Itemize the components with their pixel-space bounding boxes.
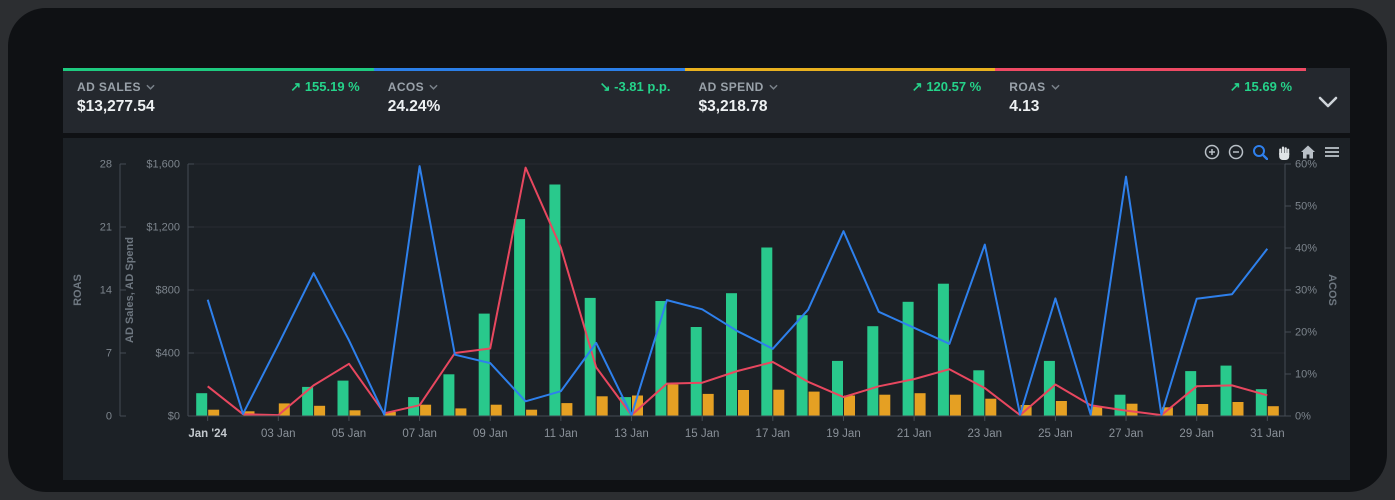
- svg-text:31 Jan: 31 Jan: [1250, 428, 1285, 440]
- roas-axis: 0 7 14 21 28 ROAS: [72, 159, 126, 423]
- zoom-out-icon[interactable]: [1227, 143, 1244, 160]
- kpi-value: 24.24%: [387, 98, 441, 115]
- trend-up-icon: ↗: [911, 79, 923, 94]
- chevron-down-icon[interactable]: [769, 84, 778, 90]
- ad-sales-bars: [196, 184, 1267, 416]
- kpi-value: 4.13: [1009, 98, 1040, 115]
- kpi-ad-sales[interactable]: AD SALES ↗ 155.19 % $13,277.54: [63, 68, 374, 133]
- kpi-label: ROAS: [1009, 80, 1046, 94]
- trend-up-icon: ↗: [290, 79, 302, 94]
- kpi-change: ↘ -3.81 p.p.: [599, 79, 671, 94]
- svg-text:$1,600: $1,600: [146, 159, 180, 171]
- home-icon[interactable]: [1299, 143, 1316, 160]
- svg-text:28: 28: [100, 159, 112, 171]
- kpi-change: ↗ 120.57 %: [911, 79, 982, 94]
- kpi-change: ↗ 15.69 %: [1229, 79, 1292, 94]
- svg-text:21: 21: [100, 222, 112, 234]
- svg-text:23 Jan: 23 Jan: [967, 428, 1002, 440]
- svg-text:11 Jan: 11 Jan: [544, 428, 578, 440]
- ad-spend-bars: [208, 384, 1279, 416]
- chart-toolbar: [1203, 143, 1340, 160]
- kpi-roas[interactable]: ROAS ↗ 15.69 % 4.13: [995, 68, 1306, 133]
- kpi-bar: AD SALES ↗ 155.19 % $13,277.54 ACOS ↘ -3…: [63, 68, 1350, 133]
- svg-text:ROAS: ROAS: [72, 274, 84, 306]
- chevron-down-icon[interactable]: [1050, 84, 1060, 90]
- trend-down-icon: ↘: [599, 79, 611, 94]
- kpi-value: $3,218.78: [698, 98, 768, 115]
- dashboard-card: AD SALES ↗ 155.19 % $13,277.54 ACOS ↘ -3…: [8, 8, 1387, 492]
- x-axis: Jan '24 03 Jan 05 Jan 07 Jan 09 Jan 11 Jan 13 …: [188, 415, 1285, 440]
- svg-text:30%: 30%: [1295, 285, 1317, 297]
- acos-line: [206, 165, 1269, 417]
- svg-text:7: 7: [106, 348, 112, 360]
- svg-text:0%: 0%: [1295, 411, 1311, 423]
- kpi-label: AD SALES: [77, 80, 141, 94]
- kpi-ad-spend[interactable]: AD SPEND ↗ 120.57 % $3,218.78: [684, 68, 996, 133]
- chevron-down-icon: [1318, 96, 1338, 108]
- svg-text:60%: 60%: [1295, 159, 1317, 171]
- svg-text:03 Jan: 03 Jan: [261, 428, 296, 440]
- expand-panel-button[interactable]: [1306, 68, 1350, 133]
- svg-text:27 Jan: 27 Jan: [1109, 428, 1144, 440]
- kpi-acos[interactable]: ACOS ↘ -3.81 p.p. 24.24%: [373, 68, 685, 133]
- svg-text:09 Jan: 09 Jan: [473, 428, 508, 440]
- svg-text:50%: 50%: [1295, 201, 1317, 213]
- kpi-change: ↗ 155.19 %: [290, 79, 360, 94]
- svg-text:AD Sales, AD Spend: AD Sales, AD Spend: [124, 237, 136, 343]
- svg-text:21 Jan: 21 Jan: [897, 428, 932, 440]
- svg-text:19 Jan: 19 Jan: [826, 428, 861, 440]
- chevron-down-icon[interactable]: [146, 84, 155, 90]
- zoom-selection-icon[interactable]: [1251, 143, 1268, 160]
- chart-canvas[interactable]: 0 7 14 21 28 ROAS $0 $400 $800 $1,200 $1,600 AD Sal…: [63, 138, 1350, 480]
- svg-text:$800: $800: [156, 285, 180, 297]
- kpi-label: AD SPEND: [698, 80, 764, 94]
- svg-text:05 Jan: 05 Jan: [332, 428, 367, 440]
- svg-text:13 Jan: 13 Jan: [614, 428, 649, 440]
- pan-icon[interactable]: [1275, 143, 1292, 160]
- svg-text:25 Jan: 25 Jan: [1038, 428, 1073, 440]
- svg-text:07 Jan: 07 Jan: [402, 428, 437, 440]
- svg-text:10%: 10%: [1295, 369, 1317, 381]
- svg-text:$400: $400: [156, 348, 180, 360]
- kpi-label: ACOS: [387, 80, 425, 94]
- zoom-in-icon[interactable]: [1203, 143, 1220, 160]
- svg-text:ACOS: ACOS: [1326, 274, 1338, 306]
- menu-icon[interactable]: [1323, 143, 1340, 160]
- svg-text:0: 0: [106, 411, 112, 423]
- svg-text:20%: 20%: [1295, 327, 1317, 339]
- percent-axis: 0% 10% 20% 30% 40% 50% 60% ACOS: [1284, 159, 1338, 423]
- chevron-down-icon[interactable]: [429, 84, 438, 90]
- svg-text:17 Jan: 17 Jan: [756, 428, 791, 440]
- gridlines: [190, 163, 1285, 354]
- trend-up-icon: ↗: [1229, 79, 1241, 94]
- svg-text:$0: $0: [168, 411, 180, 423]
- svg-text:Jan '24: Jan '24: [188, 428, 227, 440]
- svg-text:15 Jan: 15 Jan: [685, 428, 720, 440]
- kpi-value: $13,277.54: [77, 98, 155, 115]
- svg-text:14: 14: [100, 285, 112, 297]
- svg-text:40%: 40%: [1295, 243, 1317, 255]
- chart-panel: 0 7 14 21 28 ROAS $0 $400 $800 $1,200 $1,600 AD Sal…: [63, 138, 1350, 480]
- svg-text:$1,200: $1,200: [146, 222, 180, 234]
- currency-axis: $0 $400 $800 $1,200 $1,600 AD Sales, AD Spend: [124, 159, 194, 423]
- svg-text:29 Jan: 29 Jan: [1179, 428, 1214, 440]
